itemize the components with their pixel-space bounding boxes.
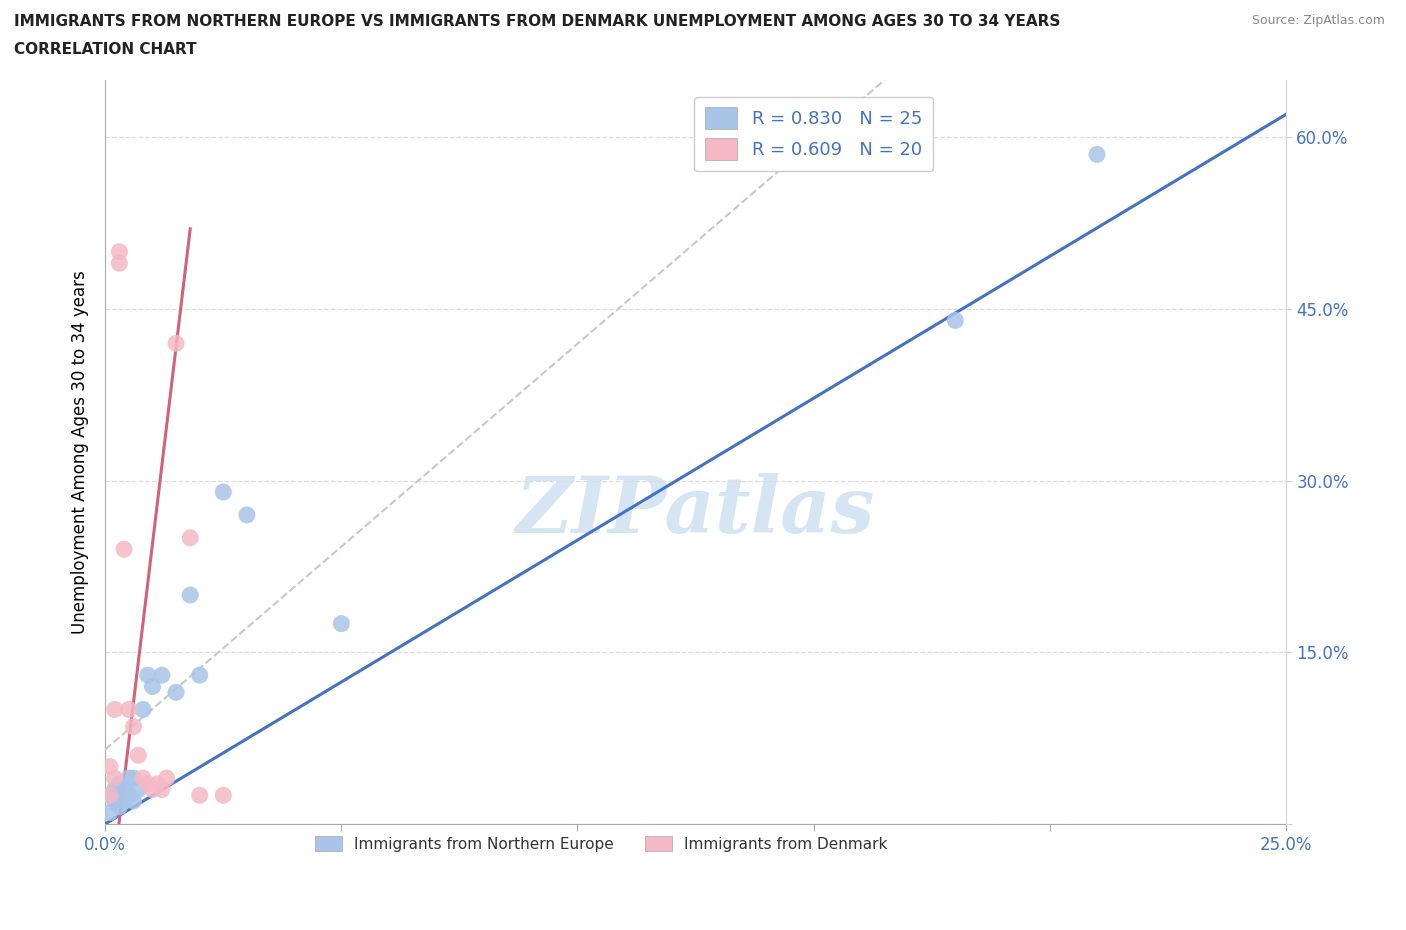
Y-axis label: Unemployment Among Ages 30 to 34 years: Unemployment Among Ages 30 to 34 years — [72, 270, 89, 634]
Point — [155, 771, 177, 786]
Point — [141, 679, 163, 694]
Point — [112, 782, 135, 797]
Point — [98, 759, 121, 774]
Point — [112, 542, 135, 557]
Point — [98, 788, 121, 803]
Point — [118, 702, 141, 717]
Point — [136, 777, 159, 791]
Point — [112, 793, 135, 808]
Point — [165, 684, 187, 699]
Point — [122, 771, 145, 786]
Point — [132, 771, 155, 786]
Point — [188, 788, 211, 803]
Point — [212, 788, 235, 803]
Point — [141, 782, 163, 797]
Legend: Immigrants from Northern Europe, Immigrants from Denmark: Immigrants from Northern Europe, Immigra… — [305, 827, 897, 861]
Point — [943, 313, 966, 328]
Point — [104, 793, 127, 808]
Point — [118, 771, 141, 786]
Point — [146, 777, 169, 791]
Point — [188, 668, 211, 683]
Text: CORRELATION CHART: CORRELATION CHART — [14, 42, 197, 57]
Point — [132, 702, 155, 717]
Point — [98, 805, 121, 820]
Point — [150, 668, 173, 683]
Point — [1085, 147, 1108, 162]
Point — [150, 782, 173, 797]
Point — [236, 508, 259, 523]
Point — [127, 748, 149, 763]
Point — [108, 777, 131, 791]
Point — [136, 668, 159, 683]
Point — [108, 256, 131, 271]
Point — [122, 719, 145, 734]
Point — [108, 245, 131, 259]
Text: Source: ZipAtlas.com: Source: ZipAtlas.com — [1251, 14, 1385, 27]
Point — [165, 336, 187, 351]
Point — [108, 799, 131, 814]
Point — [104, 782, 127, 797]
Point — [212, 485, 235, 499]
Point — [330, 617, 353, 631]
Point — [118, 788, 141, 803]
Point — [179, 530, 201, 545]
Text: IMMIGRANTS FROM NORTHERN EUROPE VS IMMIGRANTS FROM DENMARK UNEMPLOYMENT AMONG AG: IMMIGRANTS FROM NORTHERN EUROPE VS IMMIG… — [14, 14, 1060, 29]
Point — [98, 788, 121, 803]
Point — [122, 793, 145, 808]
Point — [179, 588, 201, 603]
Point — [104, 771, 127, 786]
Point — [104, 702, 127, 717]
Text: ZIPatlas: ZIPatlas — [516, 473, 876, 550]
Point — [127, 782, 149, 797]
